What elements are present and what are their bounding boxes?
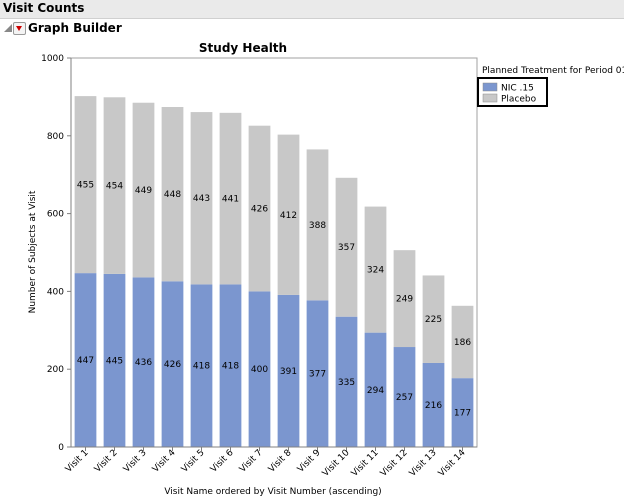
- data-label-nic-15: 418: [193, 362, 210, 372]
- bar-placebo[interactable]: [451, 305, 474, 379]
- y-axis: 0 200 400 600 800 1000: [41, 54, 72, 453]
- x-tick-label: Visit 10: [321, 448, 352, 479]
- data-label-nic-15: 447: [77, 356, 94, 366]
- data-label-nic-15: 426: [164, 360, 181, 370]
- window-title-bar: Visit Counts: [0, 0, 624, 19]
- bar-nic-15[interactable]: [190, 284, 213, 447]
- data-label-nic-15: 436: [135, 358, 152, 368]
- data-label-nic-15: 377: [309, 370, 326, 380]
- x-tick-label: Visit 9: [296, 448, 323, 475]
- bar-placebo[interactable]: [306, 149, 329, 301]
- data-label-placebo: 357: [338, 243, 355, 253]
- x-tick-label: Visit 11: [350, 448, 381, 479]
- plot-frame: [70, 57, 478, 448]
- bar-nic-15[interactable]: [393, 347, 416, 447]
- y-tick-label: 600: [47, 210, 64, 220]
- data-label-placebo: 412: [280, 211, 297, 221]
- bar-nic-15[interactable]: [248, 291, 271, 447]
- legend-entry-label: Placebo: [501, 95, 537, 105]
- data-label-placebo: 454: [106, 182, 123, 192]
- y-tick-label: 800: [47, 132, 64, 142]
- data-label-placebo: 186: [454, 338, 471, 348]
- data-label-placebo: 443: [193, 194, 210, 204]
- legend-swatch: [482, 82, 498, 92]
- x-tick-label: Visit 4: [151, 448, 178, 475]
- x-tick-label: Visit 5: [180, 448, 207, 475]
- data-label-nic-15: 257: [396, 393, 413, 403]
- chart-title: Study Health: [199, 41, 287, 55]
- bar-nic-15[interactable]: [103, 273, 126, 447]
- y-tick-label: 0: [58, 443, 64, 453]
- y-axis-label: Number of Subjects at Visit: [28, 190, 38, 313]
- x-axis-label: Visit Name ordered by Visit Number (asce…: [164, 487, 381, 497]
- outline-title: Graph Builder: [28, 21, 122, 35]
- data-label-placebo: 324: [367, 266, 384, 276]
- data-label-placebo: 249: [396, 295, 413, 305]
- bar-nic-15[interactable]: [422, 362, 445, 447]
- y-tick-label: 400: [47, 287, 64, 297]
- data-label-nic-15: 177: [454, 409, 471, 419]
- x-axis: Visit 1 Visit 2 Visit 3 Visit 4 Visit 5 Visit…: [64, 446, 477, 479]
- x-tick-label: Visit 2: [93, 448, 120, 475]
- data-label-placebo: 441: [222, 195, 239, 205]
- x-tick-label: Visit 14: [437, 448, 468, 479]
- data-label-nic-15: 400: [251, 365, 268, 375]
- bar-placebo[interactable]: [335, 177, 358, 317]
- x-tick-label: Visit 1: [64, 448, 91, 475]
- bar-placebo[interactable]: [132, 102, 155, 278]
- data-label-placebo: 449: [135, 186, 152, 196]
- x-tick-label: Visit 13: [408, 448, 439, 479]
- bar-nic-15[interactable]: [451, 378, 474, 447]
- bar-placebo[interactable]: [74, 96, 97, 274]
- bar-placebo[interactable]: [103, 97, 126, 274]
- data-label-nic-15: 445: [106, 356, 123, 366]
- bar-nic-15[interactable]: [161, 281, 184, 447]
- x-tick-label: Visit 3: [122, 448, 149, 475]
- bar-nic-15[interactable]: [74, 273, 97, 447]
- bar-placebo[interactable]: [393, 250, 416, 348]
- legend-title: Planned Treatment for Period 01: [482, 66, 624, 76]
- bar-nic-15[interactable]: [335, 316, 358, 447]
- outline-header: Graph Builder: [0, 19, 624, 39]
- bar-placebo[interactable]: [277, 134, 300, 295]
- y-tick-label: 1000: [41, 54, 64, 64]
- bar-placebo[interactable]: [422, 275, 445, 363]
- data-label-placebo: 388: [309, 221, 326, 231]
- bar-placebo[interactable]: [190, 112, 213, 285]
- data-label-nic-15: 418: [222, 362, 239, 372]
- bar-placebo[interactable]: [364, 206, 387, 333]
- data-label-placebo: 225: [425, 315, 442, 325]
- bar-placebo[interactable]: [219, 112, 242, 285]
- bar-group: 447 455 445 454 436 449 426 448 418 443 418 441 400 4…: [74, 96, 474, 447]
- legend-entry-label: NIC .15: [501, 84, 534, 94]
- data-label-placebo: 448: [164, 190, 181, 200]
- bar-placebo[interactable]: [248, 125, 271, 292]
- x-tick-label: Visit 7: [238, 448, 265, 475]
- window-title: Visit Counts: [3, 1, 85, 15]
- bar-nic-15[interactable]: [219, 284, 242, 447]
- bar-nic-15[interactable]: [306, 300, 329, 447]
- bar-nic-15[interactable]: [364, 332, 387, 447]
- data-label-placebo: 455: [77, 181, 94, 191]
- x-tick-label: Visit 8: [267, 448, 294, 475]
- bar-placebo[interactable]: [161, 107, 184, 282]
- red-triangle-menu-icon[interactable]: [13, 22, 26, 35]
- data-label-nic-15: 391: [280, 367, 297, 377]
- bar-nic-15[interactable]: [277, 294, 300, 447]
- y-tick-label: 200: [47, 365, 64, 375]
- x-tick-label: Visit 12: [379, 448, 410, 479]
- data-label-nic-15: 335: [338, 378, 355, 388]
- data-label-placebo: 426: [251, 205, 268, 215]
- x-tick-label: Visit 6: [209, 448, 236, 475]
- disclosure-triangle-icon[interactable]: [4, 24, 12, 32]
- data-label-nic-15: 216: [425, 401, 442, 411]
- legend-swatch: [482, 93, 498, 103]
- data-label-nic-15: 294: [367, 386, 384, 396]
- bar-nic-15[interactable]: [132, 277, 155, 447]
